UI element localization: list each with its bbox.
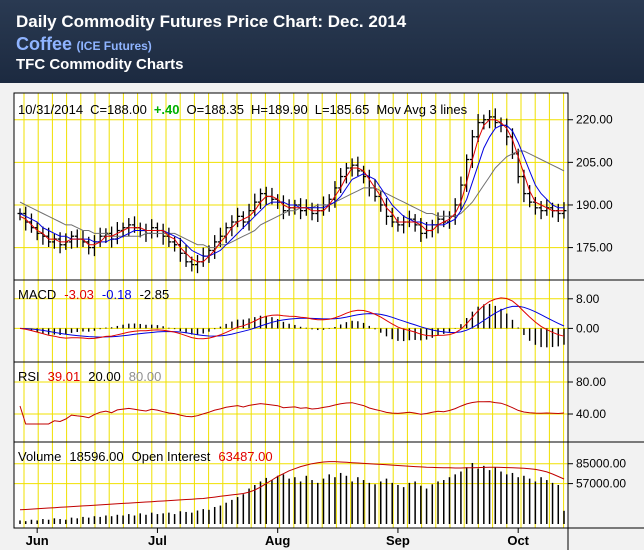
rsi-upper: 80.00	[129, 369, 162, 384]
plot-background	[14, 93, 568, 528]
price-bar	[475, 114, 481, 142]
price-bar	[412, 214, 418, 232]
commodity-name: Coffee	[16, 34, 73, 54]
price-bar	[23, 206, 29, 231]
info-ma: Mov Avg 3 lines	[376, 102, 467, 117]
rsi-info: RSI 39.01 20.00 80.00	[18, 369, 161, 384]
chart-header: Daily Commodity Futures Price Chart: Dec…	[0, 0, 644, 83]
macd-label: MACD	[18, 287, 56, 302]
price-tick-label: 190.00	[576, 198, 613, 212]
price-bar	[69, 231, 75, 249]
price-bar	[28, 213, 34, 233]
axis-ticks: 220.00 205.00 190.00 175.00 8.00 0.00 80.00 40.…	[26, 113, 627, 548]
volume-label: Volume	[18, 449, 61, 464]
oi-label: Open Interest	[132, 449, 211, 464]
chart-grid	[14, 93, 568, 528]
info-close: C=188.00	[90, 102, 147, 117]
volume-tick-label: 85000.00	[576, 457, 626, 471]
chart-title: Daily Commodity Futures Price Chart: Dec…	[16, 12, 407, 31]
info-change: +.40	[154, 102, 180, 117]
price-info: 10/31/2014 C=188.00 +.40 O=188.35 H=189.90 L=…	[18, 102, 468, 117]
price-tick-label: 220.00	[576, 113, 613, 127]
macd-signal-line	[19, 305, 565, 338]
info-open: O=188.35	[187, 102, 244, 117]
price-bar	[492, 108, 498, 128]
macd-line	[19, 297, 565, 340]
price-bar	[355, 156, 361, 176]
rsi-lower: 20.00	[88, 369, 121, 384]
price-bar	[481, 114, 487, 130]
signal-value: -0.18	[102, 287, 132, 302]
volume-value: 18596.00	[69, 449, 123, 464]
panel-frames	[13, 92, 644, 550]
rsi-line	[19, 401, 565, 425]
month-label: Aug	[265, 533, 290, 548]
macd-info: MACD -3.03 -0.18 -2.85	[18, 287, 169, 302]
chart-source: TFC Commodity Charts	[16, 56, 184, 73]
price-tick-label: 205.00	[576, 155, 613, 169]
info-low: L=185.65	[315, 102, 370, 117]
month-label: Sep	[386, 533, 410, 548]
price-bar	[86, 236, 92, 255]
price-bar	[298, 198, 304, 220]
rsi-value: 39.01	[48, 369, 81, 384]
volume-tick-label: 57000.00	[576, 477, 626, 491]
macd-value: -3.03	[64, 287, 94, 302]
price-bar	[538, 200, 544, 220]
info-high: H=189.90	[251, 102, 308, 117]
month-label: Oct	[507, 533, 529, 548]
rsi-tick-label: 80.00	[576, 375, 606, 389]
month-label: Jun	[26, 533, 49, 548]
futures-chart: 220.00 205.00 190.00 175.00 8.00 0.00 80.00 40.…	[13, 92, 644, 550]
moving-average-fast-line	[19, 119, 564, 263]
moving-average-mid-line	[19, 124, 564, 257]
price-bar	[389, 207, 395, 228]
open-interest-line	[19, 461, 565, 511]
rsi-label: RSI	[18, 369, 40, 384]
macd-tick-label: 0.00	[576, 321, 600, 335]
price-tick-label: 175.00	[576, 241, 613, 255]
rsi-tick-label: 40.00	[576, 407, 606, 421]
commodity-line: Coffee (ICE Futures)	[16, 34, 152, 55]
chart-marks	[17, 108, 567, 524]
exchange-name: (ICE Futures)	[76, 39, 152, 53]
volume-info: Volume 18596.00 Open Interest 63487.00	[18, 449, 273, 464]
price-bar	[240, 211, 246, 229]
info-date: 10/31/2014	[18, 102, 83, 117]
macd-tick-label: 8.00	[576, 292, 600, 306]
month-label: Jul	[148, 533, 167, 548]
oi-value: 63487.00	[218, 449, 272, 464]
price-bar	[34, 222, 40, 241]
hist-value: -2.85	[140, 287, 170, 302]
price-bar	[527, 185, 533, 208]
